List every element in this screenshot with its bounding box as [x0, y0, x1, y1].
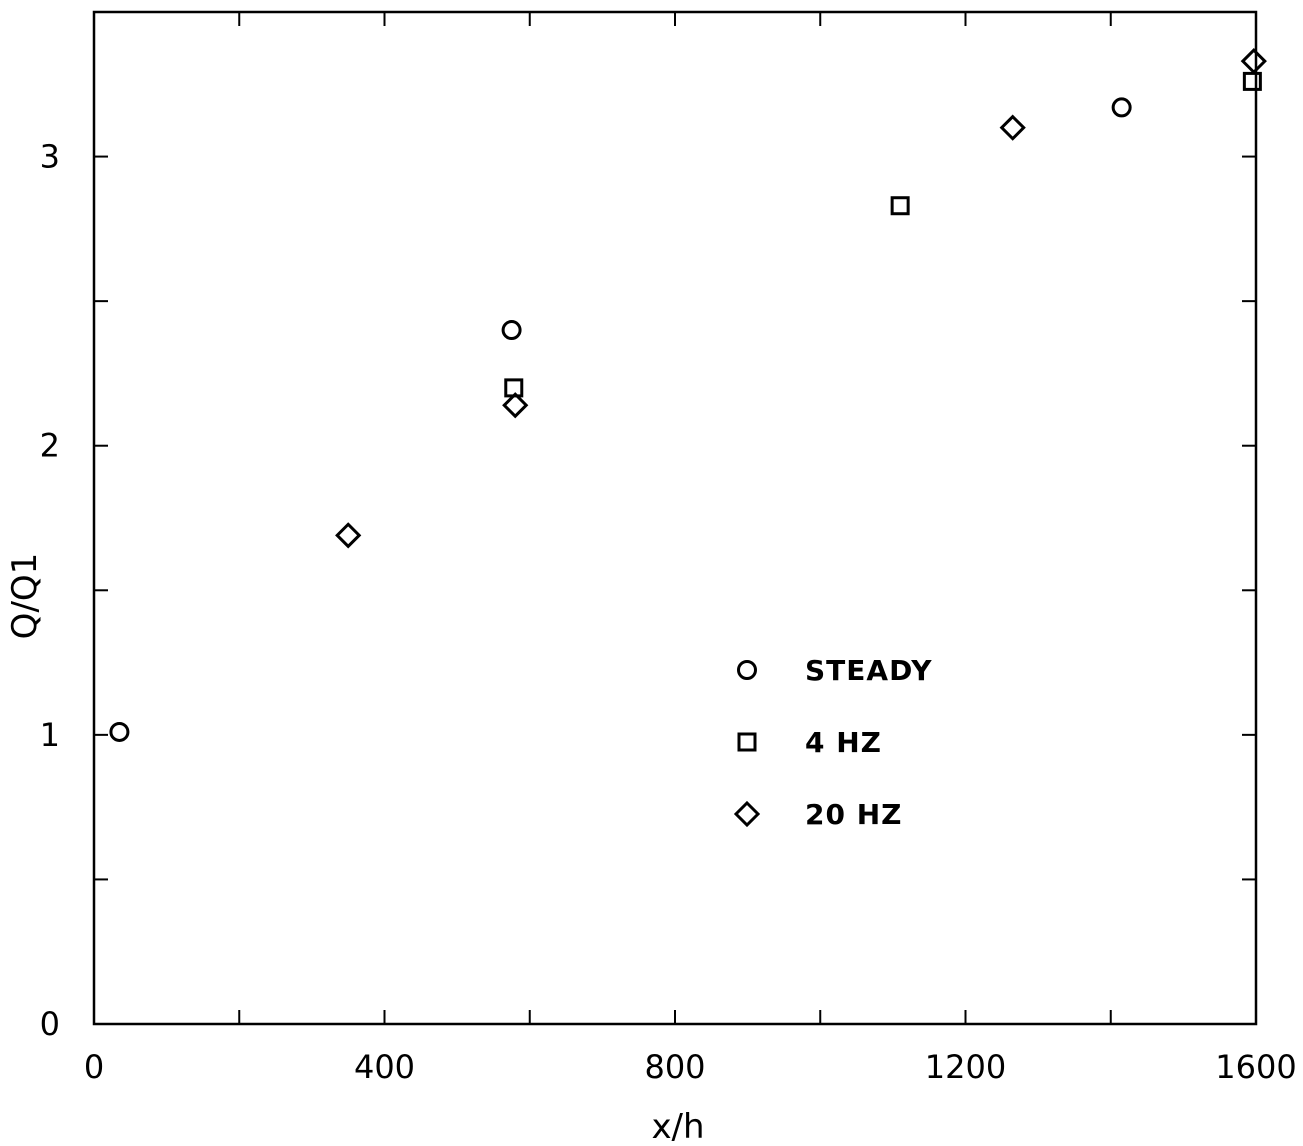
- svg-text:Q/Q1: Q/Q1: [5, 553, 45, 640]
- plot-frame: [92, 10, 1258, 1026]
- y-tick-label: 2: [40, 427, 60, 465]
- legend-marker-circle: [737, 660, 757, 680]
- x-tick-label: 1200: [925, 1048, 1006, 1086]
- data-point-square: [1242, 71, 1262, 91]
- legend: STEADY 4 HZ 20 HZ: [733, 654, 933, 831]
- data-point-diamond: [335, 522, 362, 549]
- x-tick-label: 800: [644, 1048, 705, 1086]
- y-tick-label: 0: [40, 1005, 60, 1043]
- x-tick-label: 1600: [1215, 1048, 1296, 1086]
- y-tick-label: 1: [40, 716, 60, 754]
- legend-marker-diamond: [733, 800, 761, 828]
- axis-tick-labels: 0 400 800 1200 1600 0 1 2 3: [40, 138, 1297, 1086]
- data-point-diamond: [502, 392, 529, 419]
- data-point-circle: [501, 320, 522, 341]
- y-tick-label: 3: [40, 138, 60, 176]
- legend-label: 4 HZ: [805, 726, 882, 759]
- legend-label: STEADY: [805, 654, 933, 687]
- x-axis-label: x/h: [651, 1107, 704, 1146]
- data-points: [109, 48, 1267, 742]
- data-point-diamond: [999, 114, 1026, 141]
- legend-marker-square: [737, 732, 757, 752]
- data-point-square: [890, 196, 910, 216]
- data-point-circle: [109, 721, 130, 742]
- data-point-circle: [1111, 97, 1132, 118]
- axis-ticks: [94, 12, 1256, 1024]
- x-tick-label: 0: [84, 1048, 104, 1086]
- legend-label: 20 HZ: [805, 798, 902, 831]
- data-point-square: [504, 378, 524, 398]
- data-point-diamond: [1240, 48, 1267, 75]
- y-axis-label: Q/Q1: [5, 553, 45, 640]
- x-tick-label: 400: [354, 1048, 415, 1086]
